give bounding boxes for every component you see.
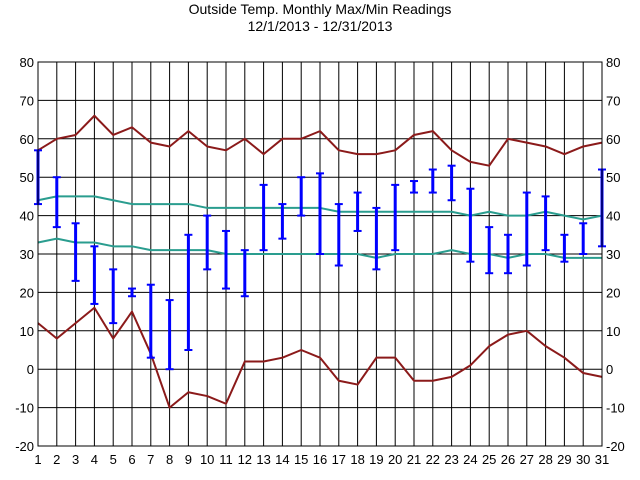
y-tick-label-left: 70	[20, 93, 34, 108]
x-tick-label: 3	[72, 452, 79, 467]
x-tick-label: 30	[576, 452, 590, 467]
x-tick-label: 20	[388, 452, 402, 467]
x-tick-label: 16	[313, 452, 327, 467]
y-tick-label-left: -20	[15, 439, 34, 454]
x-tick-label: 28	[538, 452, 552, 467]
x-tick-label: 10	[200, 452, 214, 467]
y-tick-label-right: 60	[606, 132, 620, 147]
y-tick-label-right: 10	[606, 324, 620, 339]
x-tick-label: 22	[426, 452, 440, 467]
x-tick-label: 14	[275, 452, 289, 467]
y-tick-label-right: 30	[606, 247, 620, 262]
plot-frame	[37, 61, 603, 447]
y-tick-label-left: 60	[20, 132, 34, 147]
chart-subtitle: 12/1/2013 - 12/31/2013	[247, 18, 393, 34]
x-tick-label: 1	[34, 452, 41, 467]
x-tick-label: 4	[91, 452, 98, 467]
x-axis-ticks: 1 2 3 4 5 6 7 8 9 10 11 12 13 14 15 16 17 18 19 20 21 22 23 24 2…	[34, 452, 609, 467]
y-axis-right-ticks: -20 -10 0 10 20 30 40 50 60 70 80	[606, 55, 625, 454]
y-tick-label-left: 50	[20, 170, 34, 185]
x-tick-label: 5	[110, 452, 117, 467]
x-tick-label: 25	[482, 452, 496, 467]
y-tick-label-left: 0	[27, 362, 34, 377]
chart-title: Outside Temp. Monthly Max/Min Readings	[188, 1, 452, 17]
x-tick-label: 18	[350, 452, 364, 467]
x-tick-label: 26	[501, 452, 515, 467]
x-tick-label: 13	[256, 452, 270, 467]
y-tick-label-right: -20	[606, 439, 625, 454]
record-high-line	[37, 114, 603, 167]
y-tick-label-right: 0	[606, 362, 613, 377]
x-tick-label: 17	[332, 452, 346, 467]
x-tick-label: 12	[238, 452, 252, 467]
y-tick-label-right: -10	[606, 401, 625, 416]
y-tick-label-right: 40	[606, 209, 620, 224]
x-tick-label: 21	[407, 452, 421, 467]
y-tick-label-right: 70	[606, 93, 620, 108]
y-tick-label-right: 50	[606, 170, 620, 185]
y-tick-label-right: 80	[606, 55, 620, 70]
y-axis-left-ticks: -20 -10 0 10 20 30 40 50 60 70 80	[15, 55, 34, 454]
x-tick-label: 24	[463, 452, 477, 467]
y-tick-label-left: -10	[15, 401, 34, 416]
y-tick-label-left: 20	[20, 285, 34, 300]
x-tick-label: 9	[185, 452, 192, 467]
x-tick-label: 23	[444, 452, 458, 467]
x-tick-label: 7	[147, 452, 154, 467]
y-tick-label-left: 30	[20, 247, 34, 262]
record-low-line	[37, 306, 603, 409]
x-tick-label: 15	[294, 452, 308, 467]
x-tick-label: 8	[166, 452, 173, 467]
y-tick-label-left: 80	[20, 55, 34, 70]
y-tick-label-left: 40	[20, 209, 34, 224]
x-tick-label: 29	[557, 452, 571, 467]
x-tick-label: 6	[128, 452, 135, 467]
x-tick-label: 2	[53, 452, 60, 467]
x-tick-label: 31	[595, 452, 609, 467]
x-tick-label: 11	[219, 452, 233, 467]
y-tick-label-right: 20	[606, 285, 620, 300]
x-tick-label: 27	[520, 452, 534, 467]
x-tick-label: 19	[369, 452, 383, 467]
y-tick-label-left: 10	[20, 324, 34, 339]
